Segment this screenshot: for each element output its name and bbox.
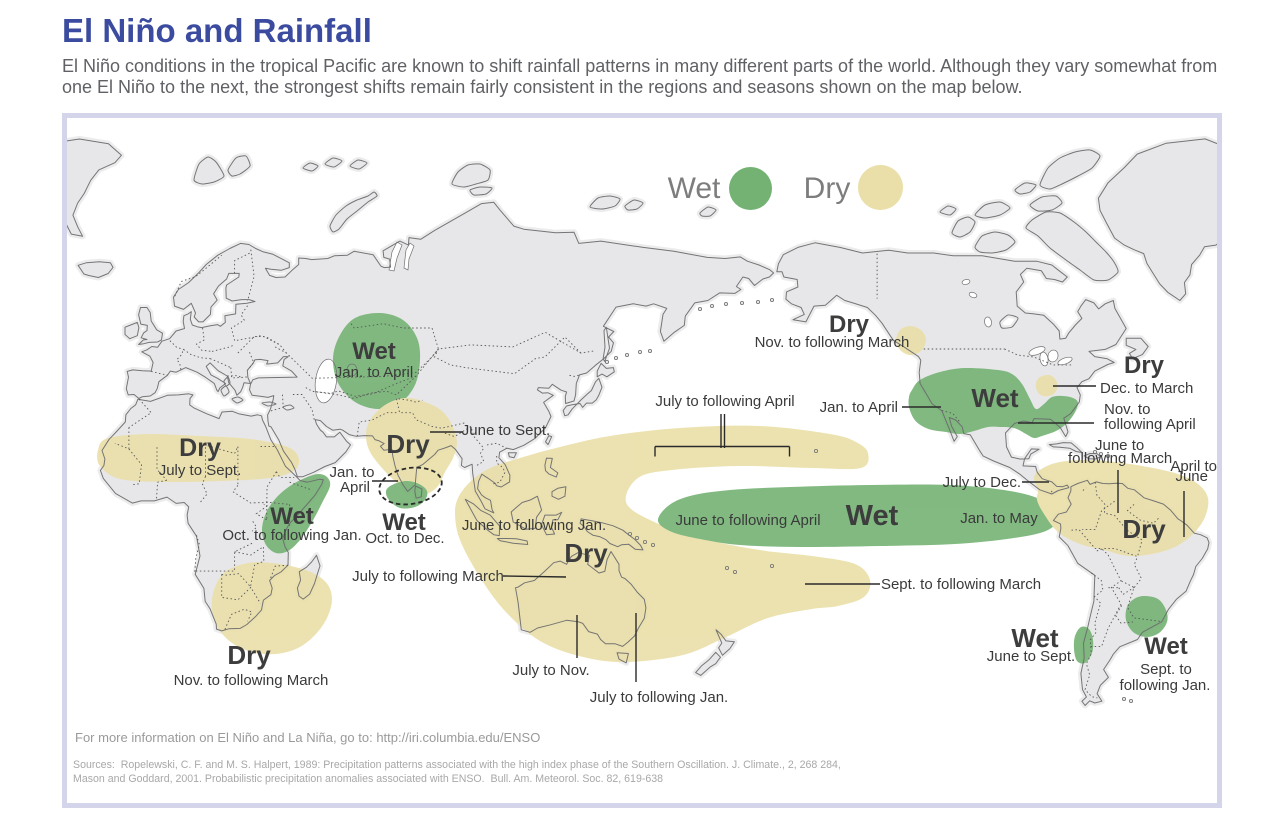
svg-text:Wet: Wet [846, 500, 899, 532]
svg-text:July to Nov.: July to Nov. [512, 662, 589, 679]
svg-text:Wet: Wet [352, 338, 396, 365]
svg-text:July to following Jan.: July to following Jan. [590, 689, 728, 706]
svg-text:following April: following April [1104, 416, 1196, 433]
svg-text:Nov. to following March: Nov. to following March [755, 334, 910, 351]
svg-text:June: June [1175, 468, 1208, 485]
svg-text:Oct. to Dec.: Oct. to Dec. [365, 530, 444, 547]
svg-text:Wet: Wet [668, 172, 721, 205]
svg-text:Jan. to May: Jan. to May [960, 510, 1038, 527]
svg-text:June to: June to [1095, 437, 1144, 454]
svg-text:April to: April to [1170, 458, 1217, 475]
svg-text:Jan. to: Jan. to [329, 464, 374, 481]
svg-text:Dry: Dry [227, 640, 271, 670]
svg-text:Nov. to: Nov. to [1104, 401, 1150, 418]
svg-text:Dec. to March: Dec. to March [1100, 380, 1193, 397]
svg-text:Dry: Dry [1124, 352, 1165, 379]
svg-text:Wet: Wet [971, 383, 1019, 413]
svg-text:July to following March: July to following March [352, 568, 504, 585]
svg-text:Wet: Wet [1144, 633, 1188, 660]
svg-text:July to Dec.: July to Dec. [943, 474, 1021, 491]
svg-text:June to Sept.: June to Sept. [987, 648, 1075, 665]
svg-text:Wet: Wet [270, 503, 314, 530]
svg-text:Dry: Dry [804, 172, 851, 205]
svg-text:following March: following March [1068, 450, 1172, 467]
svg-text:Wet: Wet [1011, 623, 1059, 653]
svg-text:June to following Jan.: June to following Jan. [462, 517, 606, 534]
svg-text:Dry: Dry [564, 538, 608, 568]
svg-text:Dry: Dry [179, 434, 221, 462]
svg-text:July to Sept.: July to Sept. [159, 462, 242, 479]
svg-text:June to Sept.: June to Sept. [462, 422, 550, 439]
svg-text:Oct. to following Jan.: Oct. to following Jan. [222, 527, 361, 544]
svg-text:July to following April: July to following April [655, 393, 794, 410]
svg-text:Dry: Dry [386, 429, 430, 459]
svg-text:Wet: Wet [382, 509, 426, 536]
svg-text:following Jan.: following Jan. [1120, 677, 1211, 694]
svg-text:Jan. to April: Jan. to April [820, 399, 898, 416]
svg-text:June to following April: June to following April [675, 512, 820, 529]
svg-text:Jan. to April: Jan. to April [335, 364, 413, 381]
svg-text:Nov. to following March: Nov. to following March [174, 672, 329, 689]
svg-text:April: April [340, 479, 370, 496]
svg-text:Sept. to: Sept. to [1140, 661, 1192, 678]
svg-text:Dry: Dry [829, 311, 870, 338]
svg-text:Dry: Dry [1122, 514, 1166, 544]
svg-text:Sept. to following March: Sept. to following March [881, 576, 1041, 593]
